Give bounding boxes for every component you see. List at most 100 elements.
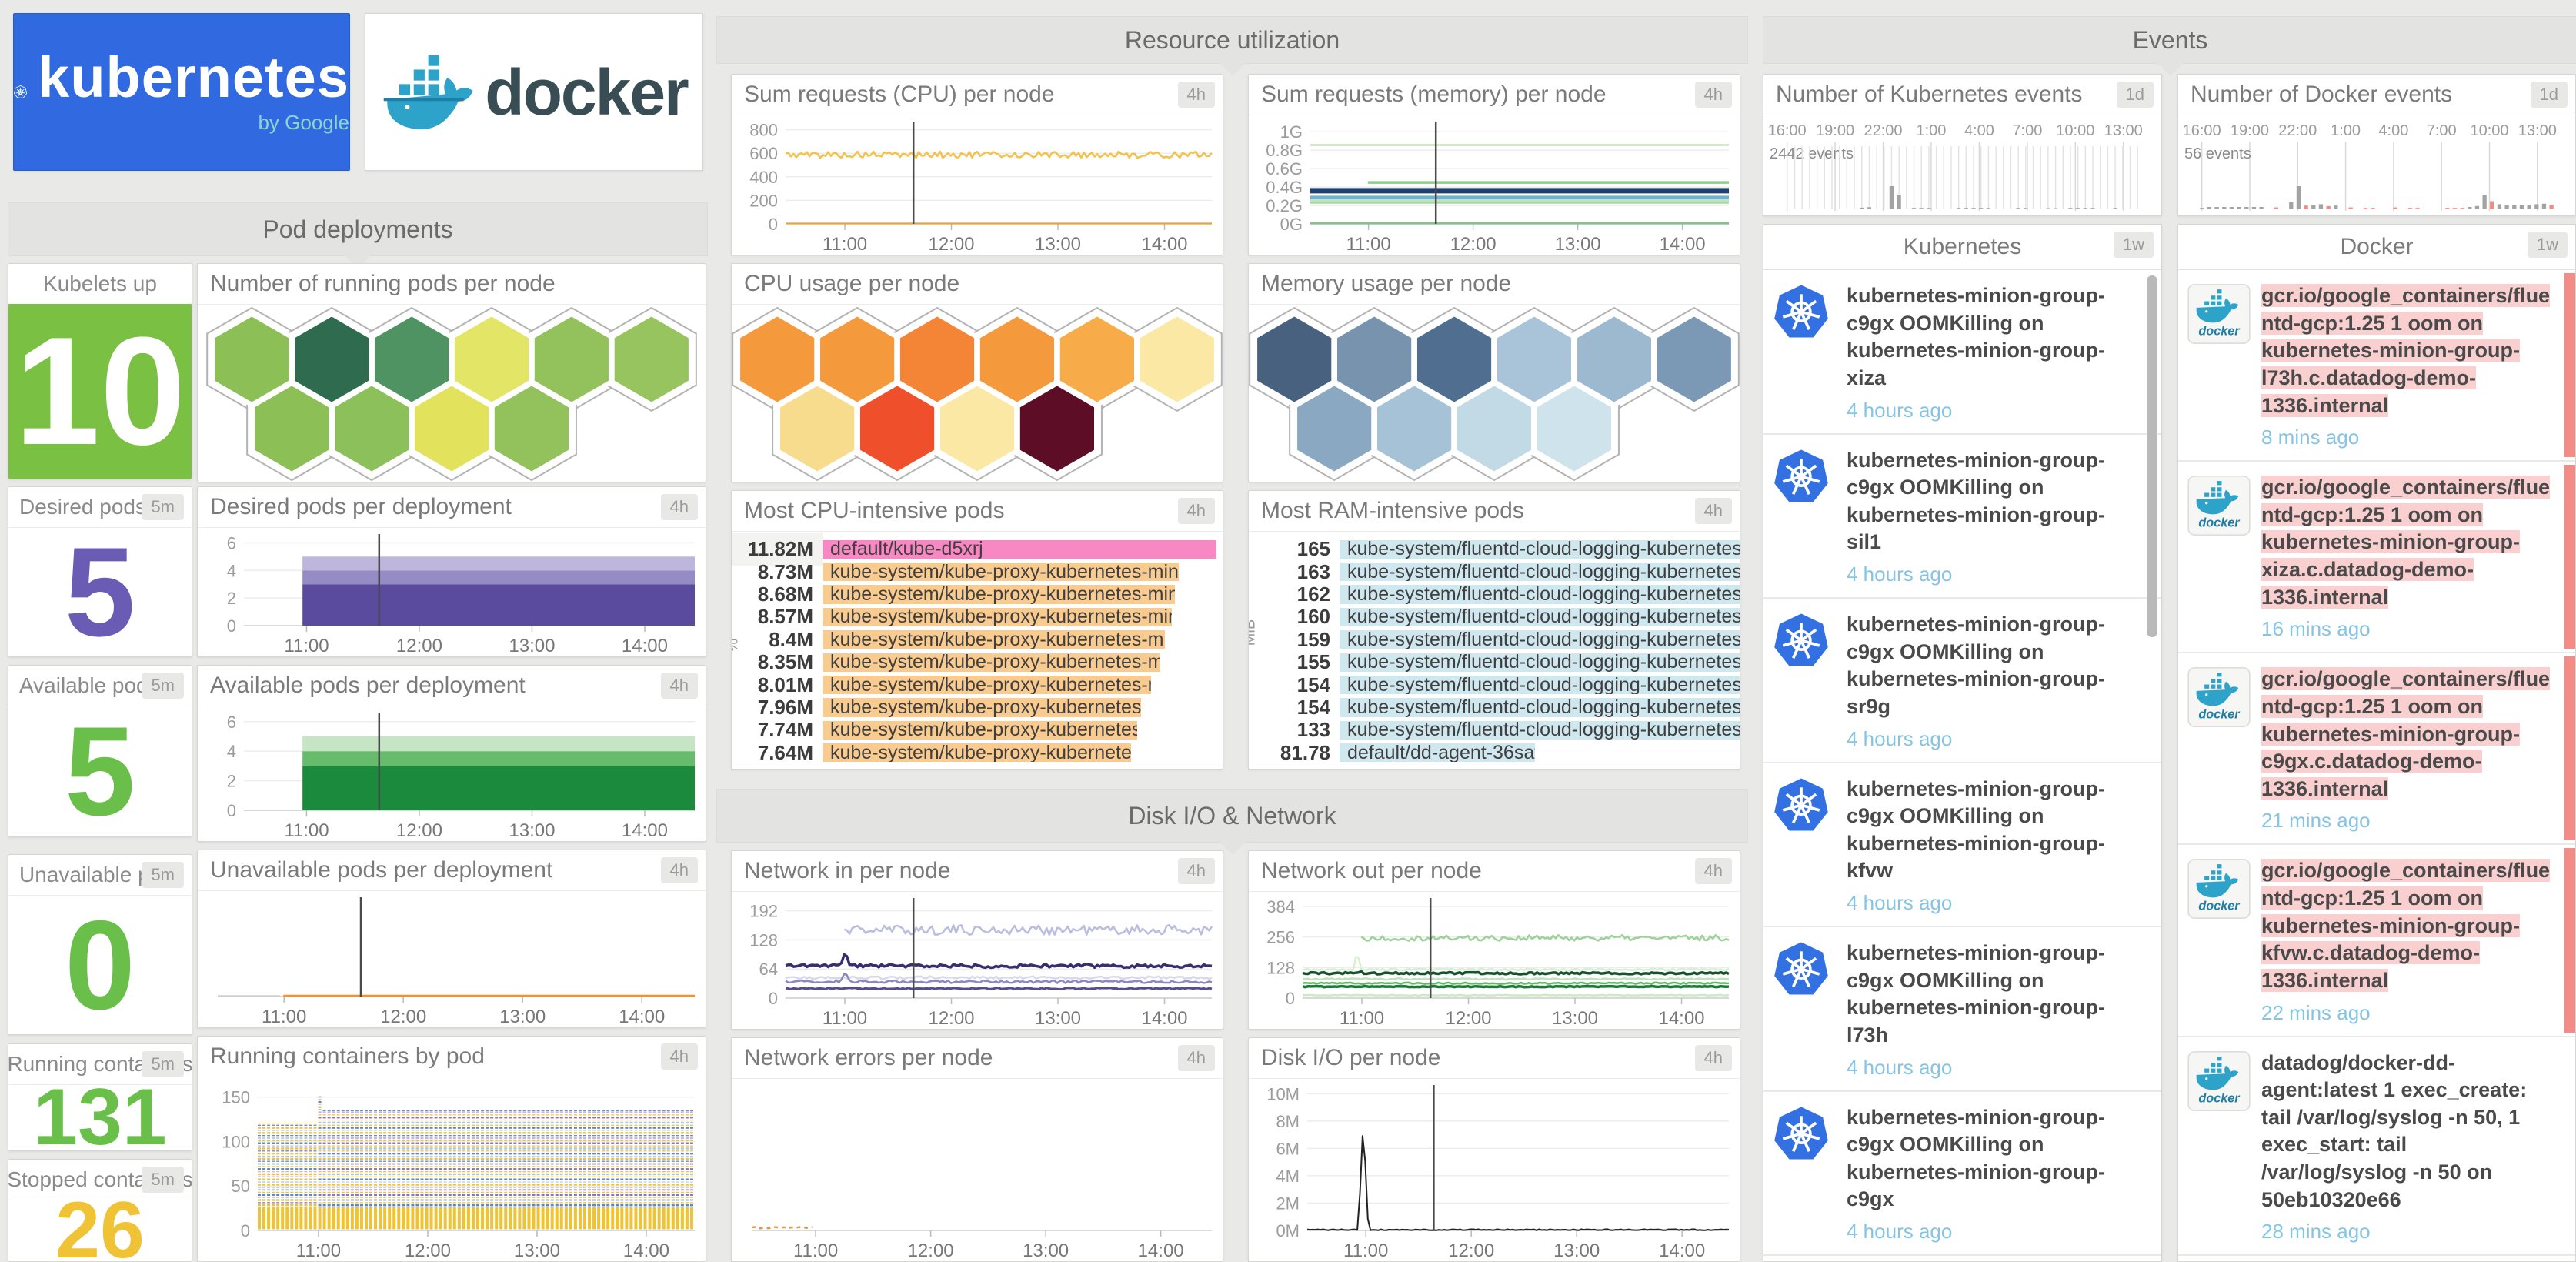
alert-indicator-bar [2564, 656, 2575, 841]
timeframe-badge[interactable]: 4h [1694, 858, 1732, 884]
timeframe-badge[interactable]: 5m [142, 862, 184, 888]
toplist-row[interactable]: 7.74M kube-system/kube-proxy-kubernetes-m… [732, 718, 1216, 741]
memory-usage-panel: Memory usage per node [1248, 263, 1740, 482]
network-out-chart[interactable]: 0 128 256 384 11:00 12:00 13:00 14:00 [1249, 892, 1740, 1029]
svg-text:0: 0 [769, 989, 778, 1008]
docker-events-histogram[interactable]: 16:00 19:00 22:00 1:00 4:00 7:00 10:00 13:00 56 … [2178, 115, 2575, 215]
docker-event-list[interactable]: docker gcr.io/google_containers/fluentd-g… [2178, 270, 2575, 1261]
timeframe-badge[interactable]: 4h [1694, 82, 1732, 108]
available-pods-tile[interactable]: Available pods 5m 5 [8, 665, 192, 842]
timeframe-badge[interactable]: 4h [1177, 1045, 1215, 1071]
toplist-row[interactable]: 8.4M kube-system/kube-proxy-kubernetes-mi… [732, 628, 1216, 651]
timeframe-badge[interactable]: 5m [142, 494, 184, 520]
running-pods-hexmap-panel: Number of running pods per node [197, 263, 706, 482]
svg-text:docker: docker [2198, 325, 2241, 339]
toplist-row[interactable]: 160 kube-system/fluentd-cloud-logging-kub… [1249, 605, 1740, 628]
unavailable-pods-chart[interactable]: 11:00 12:00 13:00 14:00 [198, 891, 706, 1027]
network-in-per-node-svg: 0 64 128 192 11:00 12:00 13:00 14:00 [749, 898, 1213, 1029]
running-pods-hexmap[interactable] [198, 305, 706, 482]
timeframe-badge[interactable]: 1d [2530, 82, 2568, 108]
timeframe-badge[interactable]: 4h [1177, 82, 1215, 108]
svg-text:0M: 0M [1276, 1221, 1300, 1240]
svg-text:11:00: 11:00 [823, 234, 867, 255]
sum-requests-memory-panel: Sum requests (memory) per node 4h 0G 0.2G 0… [1248, 74, 1740, 255]
disk-io-chart[interactable]: 0M 2M 4M 6M 8M 10M 11:00 12:00 13:00 14:00 [1249, 1079, 1740, 1261]
timeframe-badge[interactable]: 4h [1694, 498, 1732, 524]
timeframe-badge[interactable]: 4h [1177, 858, 1215, 884]
timeframe-badge[interactable]: 4h [660, 494, 698, 520]
unavailable-pods-tile[interactable]: Unavailable pods 5m 0 [8, 854, 192, 1036]
sum-requests-memory-chart[interactable]: 0G 0.2G 0.4G 0.6G 0.8G 1G 11:00 12:00 13:00 14:00 [1249, 115, 1740, 255]
toplist-row[interactable]: 11.82M default/kube-d5xrj [732, 533, 1216, 566]
timeframe-badge[interactable]: 4h [660, 1043, 698, 1070]
event-title: kubernetes-minion-group-c9gx OOMKilling … [1847, 941, 2105, 1047]
toplist-row[interactable]: 8.73M kube-system/kube-proxy-kubernetes-m… [732, 560, 1216, 583]
svg-text:14:00: 14:00 [622, 636, 668, 656]
kubernetes-event-list[interactable]: kubernetes-minion-group-c9gx OOMKilling … [1763, 270, 2161, 1261]
available-pods-chart[interactable]: 0 2 4 6 11:00 12:00 13:00 14:00 [198, 706, 706, 841]
most-ram-intensive-pods-panel: Most RAM-intensive pods 4h MiB 165 kube-sys… [1248, 490, 1740, 770]
running-containers-tile[interactable]: Running containers 5m 131 [7, 1043, 193, 1162]
timeframe-badge[interactable]: 1w [2527, 232, 2568, 258]
event-item[interactable]: kubernetes-minion-group-c9gx OOMKilling … [1763, 927, 2161, 1092]
stopped-containers-tile[interactable]: Stopped containers 5m 26 [7, 1159, 193, 1262]
cpu-usage-hexmap[interactable] [732, 305, 1223, 482]
scrollbar-thumb[interactable] [2147, 275, 2157, 637]
svg-text:12:00: 12:00 [1445, 1008, 1491, 1029]
event-item[interactable]: kubernetes-minion-group-c9gx OOMKilling … [1763, 1256, 2161, 1261]
network-errors-chart[interactable]: 11:00 12:00 13:00 14:00 [732, 1079, 1223, 1261]
event-item[interactable]: kubernetes-minion-group-c9gx OOMKilling … [1763, 763, 2161, 927]
event-item[interactable]: kubernetes-minion-group-c9gx OOMKilling … [1763, 434, 2161, 599]
toplist-row[interactable]: 8.01M kube-system/kube-proxy-kubernetes-m… [732, 673, 1216, 696]
toplist-row[interactable]: 133 kube-system/fluentd-cloud-logging-kub… [1249, 718, 1740, 741]
toplist-row[interactable]: 163 kube-system/fluentd-cloud-logging-kub… [1249, 560, 1740, 583]
timeframe-badge[interactable]: 4h [660, 673, 698, 699]
running-containers-chart[interactable]: 0 50 100 150 11:00 12:00 13:00 14:00 [198, 1077, 706, 1261]
toplist-row[interactable]: 8.68M kube-system/kube-proxy-kubernetes-m… [732, 583, 1216, 606]
toplist-row[interactable]: 7.96M kube-system/kube-proxy-kubernetes-m… [732, 696, 1216, 719]
timeframe-badge[interactable]: 4h [1177, 498, 1215, 524]
event-item[interactable]: docker gcr.io/google_containers/fluentd-g… [2178, 845, 2575, 1037]
disk-io-per-node-svg: 0M 2M 4M 6M 8M 10M 11:00 12:00 13:00 14:00 [1266, 1084, 1730, 1261]
toplist-row[interactable]: 7.64M kube-system/kube-proxy-kubernetes-m… [732, 741, 1216, 764]
toplist-row[interactable]: 162 kube-system/fluentd-cloud-logging-kub… [1249, 583, 1740, 606]
desired-pods-chart[interactable]: 0 2 4 6 11:00 12:00 13:00 14:00 [198, 528, 706, 656]
sum-requests-cpu-chart[interactable]: 0 200 400 600 800 11:00 12:00 13:00 14:00 [732, 115, 1223, 255]
event-item[interactable]: kubernetes-minion-group-c9gx OOMKilling … [1763, 599, 2161, 763]
kubernetes-events-histogram[interactable]: 16:00 19:00 22:00 1:00 4:00 7:00 10:00 13:00 244… [1763, 115, 2161, 215]
toplist-row[interactable]: 8.57M kube-system/kube-proxy-kubernetes-m… [732, 605, 1216, 628]
event-item[interactable]: docker gcr.io/google_containers/fluentd-g… [2178, 653, 2575, 846]
timeframe-badge[interactable]: 1d [2116, 82, 2154, 108]
svg-text:19:00: 19:00 [2231, 122, 2269, 139]
toplist-row[interactable]: 154 kube-system/fluentd-cloud-logging-kub… [1249, 673, 1740, 696]
ram-toplist[interactable]: MiB 165 kube-system/fluentd-cloud-logging-… [1249, 532, 1740, 769]
desired-pods-tile[interactable]: Desired pods 5m 5 [8, 486, 192, 663]
toplist-row[interactable]: 154 kube-system/fluentd-cloud-logging-kub… [1249, 696, 1740, 719]
toplist-value: 162 [1296, 583, 1330, 606]
event-item[interactable]: docker gcr.io/google_containers/fluentd-g… [2178, 270, 2575, 462]
cpu-toplist[interactable]: % 11.82M default/kube-d5xrj 8.73M kube-syste… [732, 532, 1223, 769]
toplist-row[interactable]: 155 kube-system/fluentd-cloud-logging-kub… [1249, 650, 1740, 673]
unavailable-pods-value: 0 [65, 893, 135, 1036]
event-item[interactable]: docker gcr.io/google_containers/fluentd-g… [2178, 462, 2575, 654]
toplist-row[interactable]: 8.35M kube-system/kube-proxy-kubernetes-m… [732, 650, 1216, 673]
timeframe-badge[interactable]: 4h [1694, 1045, 1732, 1071]
toplist-row[interactable]: 81.78 default/dd-agent-36sat [1249, 741, 1733, 764]
event-item[interactable]: kubernetes-minion-group-c9gx OOMKilling … [1763, 270, 2161, 435]
kubelets-up-tile[interactable]: Kubelets up 10 [8, 263, 192, 479]
toplist-row[interactable]: 165 kube-system/fluentd-cloud-logging-kub… [1249, 537, 1740, 560]
timeframe-badge[interactable]: 4h [660, 857, 698, 883]
toplist-label: kube-system/kube-proxy-kubernetes-minion… [830, 563, 1179, 582]
timeframe-badge[interactable]: 1w [2113, 232, 2154, 258]
toplist-row[interactable]: 159 kube-system/fluentd-cloud-logging-kub… [1249, 628, 1740, 651]
network-in-chart[interactable]: 0 64 128 192 11:00 12:00 13:00 14:00 [732, 892, 1223, 1029]
svg-text:11:00: 11:00 [1343, 1240, 1388, 1261]
event-item[interactable]: kubernetes-minion-group-c9gx OOMKilling … [1763, 1091, 2161, 1256]
memory-usage-hexmap[interactable] [1249, 305, 1740, 482]
timeframe-badge[interactable]: 5m [142, 673, 184, 699]
timeframe-badge[interactable]: 5m [142, 1051, 184, 1077]
timeframe-badge[interactable]: 5m [142, 1167, 184, 1193]
toplist-value: 11.82M [732, 533, 823, 566]
